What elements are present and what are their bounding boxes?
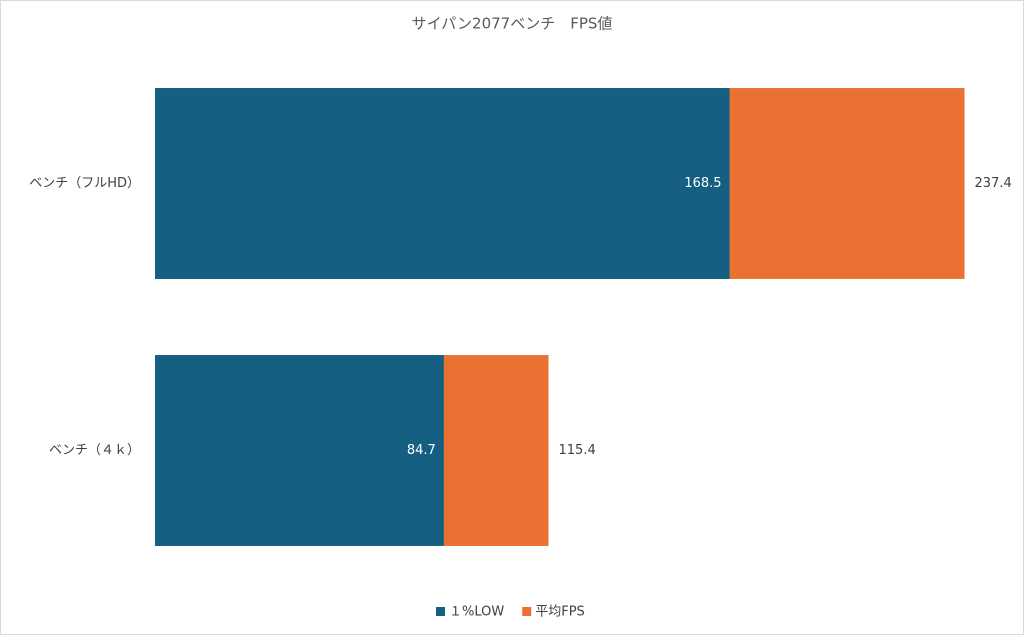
legend-swatch [522, 607, 532, 616]
data-label: 168.5 [684, 176, 721, 191]
bar [155, 88, 730, 279]
bar [155, 355, 444, 546]
y-tick-label: ベンチ（フルHD） [29, 176, 140, 191]
legend-label: 平均FPS [535, 605, 585, 620]
data-label: 237.4 [975, 176, 1012, 191]
chart-title: サイパン2077ベンチ FPS値 [412, 15, 613, 33]
legend-label: １%LOW [449, 605, 504, 620]
legend-swatch [436, 607, 445, 616]
data-label: 115.4 [559, 443, 596, 458]
y-tick-label: ベンチ（４ｋ） [49, 443, 140, 458]
data-label: 84.7 [407, 443, 436, 458]
